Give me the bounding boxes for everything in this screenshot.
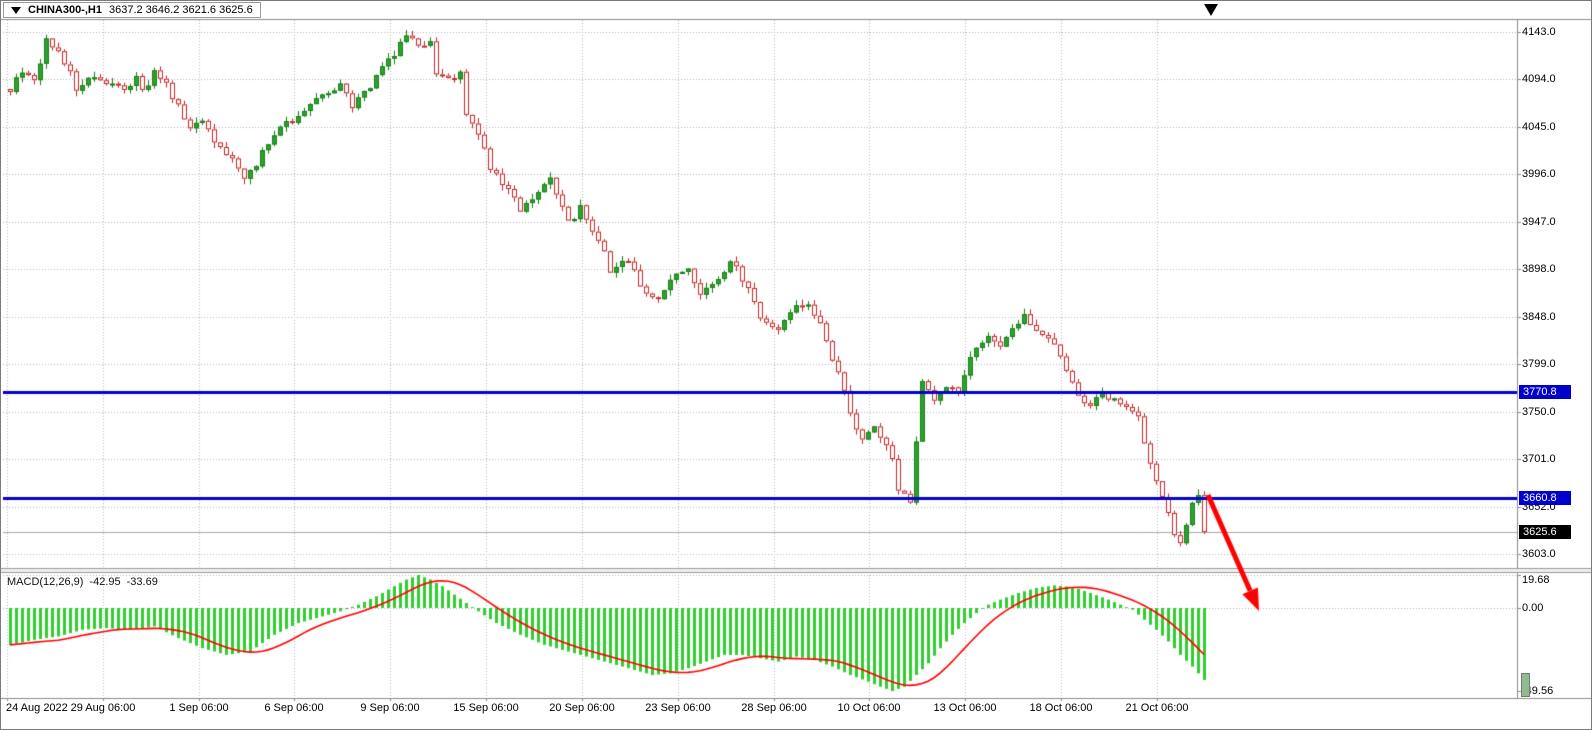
time-scale-label: 23 Sep 06:00 (645, 702, 711, 714)
time-scale-label: 24 Aug 2022 (6, 702, 68, 714)
ohlc-values: 3637.2 3646.2 3621.6 3625.6 (108, 4, 253, 16)
price-scale-label: 3947.0 (1522, 215, 1556, 228)
price-scale-label: 3701.0 (1522, 453, 1556, 466)
scrollbar-thumb[interactable] (1521, 673, 1530, 697)
last-price-tag: 3625.6 (1519, 525, 1571, 540)
time-scale-label: 20 Sep 06:00 (549, 702, 615, 714)
price-scale-label: 3799.0 (1522, 358, 1556, 371)
macd-name: MACD(12,26,9) (7, 576, 84, 588)
time-scale-label: 13 Oct 06:00 (933, 702, 997, 714)
price-scale-label: 3750.0 (1522, 405, 1556, 418)
price-scale-label: 3603.0 (1522, 548, 1556, 560)
chart-shift-marker[interactable] (1204, 4, 1218, 16)
price-scale-label: 3996.0 (1522, 168, 1556, 181)
macd-value: -42.95 (89, 576, 121, 588)
price-scale-label: 3848.0 (1522, 310, 1556, 323)
price-scale-label: 3898.0 (1522, 263, 1556, 276)
resistance-price-tag: 3770.8 (1519, 384, 1571, 399)
time-scale-label: 28 Sep 06:00 (741, 702, 807, 714)
time-scale-label: 21 Oct 06:00 (1125, 702, 1189, 714)
support-price-tag: 3660.8 (1519, 491, 1571, 506)
time-scale-label: 29 Aug 06:00 (70, 702, 136, 714)
time-scale-label: 15 Sep 06:00 (453, 702, 519, 714)
time-scale-label: 10 Oct 06:00 (837, 702, 901, 714)
macd-scale-label: 0.00 (1522, 602, 1544, 614)
macd-scale-label: 19.68 (1522, 574, 1550, 586)
symbol-timeframe-label: CHINA300-,H1 (28, 4, 102, 16)
macd-indicator-label: MACD(12,26,9) -42.95 -33.69 (7, 576, 158, 588)
time-scale-label: 9 Sep 06:00 (360, 702, 420, 714)
chart-header: CHINA300-,H1 3637.2 3646.2 3621.6 3625.6 (3, 2, 261, 18)
price-scale-label: 4045.0 (1522, 120, 1556, 133)
time-scale-label: 18 Oct 06:00 (1029, 702, 1093, 714)
price-scale-label: 4094.0 (1522, 73, 1556, 86)
macd-signal-value: -33.69 (126, 576, 158, 588)
time-scale-label: 6 Sep 06:00 (264, 702, 324, 714)
symbol-dropdown-icon[interactable] (11, 6, 21, 14)
price-scale-label: 4143.0 (1522, 26, 1556, 38)
time-scale-label: 1 Sep 06:00 (169, 702, 229, 714)
